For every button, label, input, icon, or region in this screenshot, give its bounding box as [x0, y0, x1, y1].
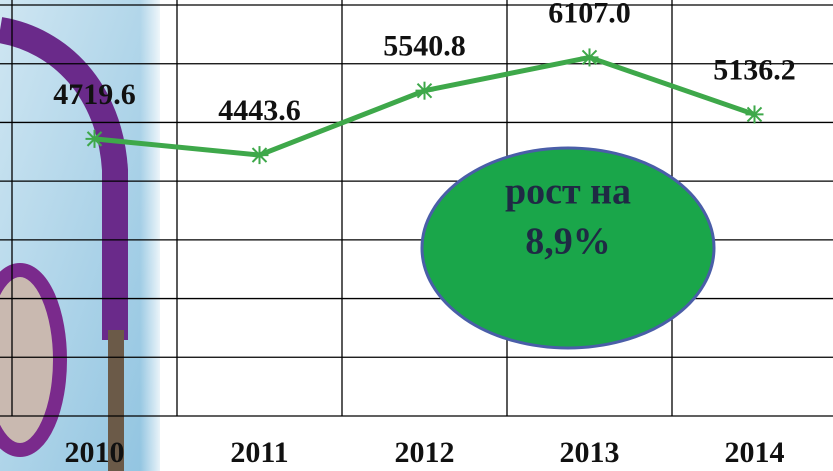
x-tick-label: 2014	[725, 436, 785, 469]
x-tick-label: 2011	[230, 436, 288, 469]
data-label: 5540.8	[383, 30, 466, 63]
x-tick-label: 2010	[65, 436, 125, 469]
growth-badge: рост на 8,9%	[422, 148, 714, 348]
point-marker	[86, 130, 104, 148]
point-marker	[251, 146, 269, 164]
point-marker	[581, 48, 599, 66]
point-marker	[416, 82, 434, 100]
chart: 4719.6 4443.6 5540.8 6107.0 5136.2 рост на 8…	[0, 0, 833, 471]
data-label: 5136.2	[713, 53, 796, 86]
data-label: 6107.0	[548, 0, 631, 29]
series-line	[95, 57, 755, 155]
x-tick-label: 2012	[395, 436, 455, 469]
background-photo	[0, 0, 165, 471]
x-tick-label: 2013	[560, 436, 620, 469]
point-marker	[746, 105, 764, 123]
badge-text: рост на	[505, 171, 631, 213]
data-label: 4443.6	[218, 94, 301, 127]
badge-text: 8,9%	[525, 221, 611, 263]
data-label: 4719.6	[53, 78, 136, 111]
